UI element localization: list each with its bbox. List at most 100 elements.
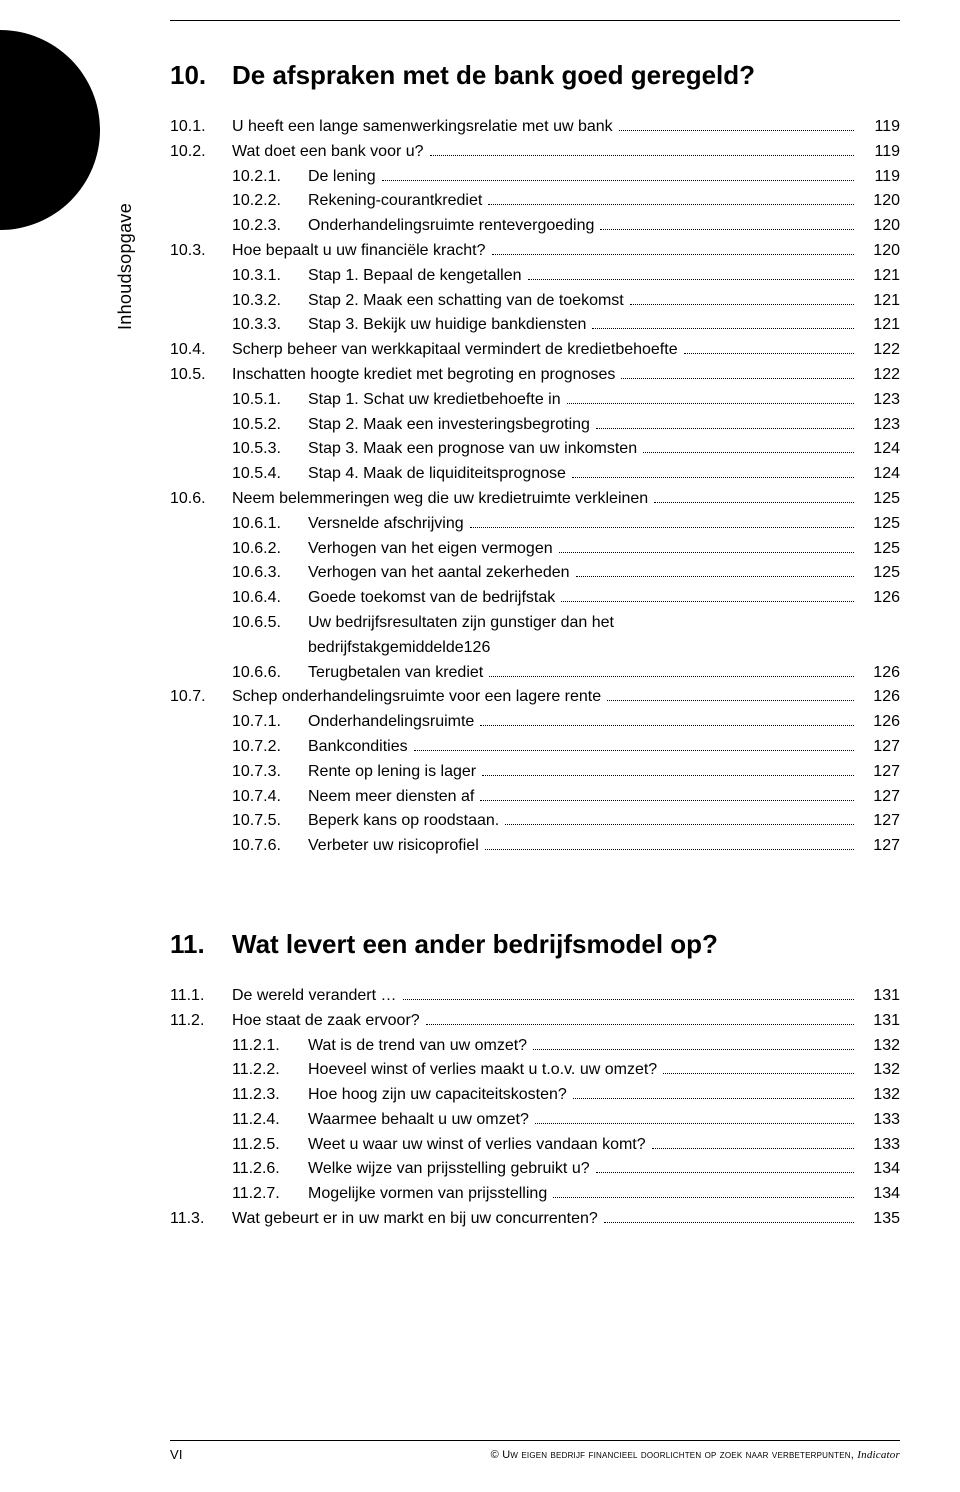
entry-text: Hoe hoog zijn uw capaciteitskosten? — [308, 1083, 567, 1108]
entry-page: 132 — [860, 1083, 900, 1108]
entry-number: 10.6. — [170, 487, 232, 512]
toc-entry: 11.2.Hoe staat de zaak ervoor?131 — [170, 1009, 900, 1034]
entry-page: 121 — [860, 313, 900, 338]
entry-number: 10.3.3. — [232, 313, 308, 338]
entry-number: 11.1. — [170, 984, 232, 1009]
toc-entry: 10.1.U heeft een lange samenwerkingsrela… — [170, 115, 900, 140]
entry-page: 119 — [860, 140, 900, 165]
entry-text: Uw bedrijfsresultaten zijn gunstiger dan… — [308, 611, 614, 636]
toc-entry: 10.5.1.Stap 1. Schat uw kredietbehoefte … — [170, 388, 900, 413]
footer-copyright: © Uw eigen bedrijf financieel doorlichte… — [491, 1449, 854, 1461]
entry-number: 10.7.1. — [232, 710, 308, 735]
entry-number: 10.7.6. — [232, 834, 308, 859]
entry-number: 10.6.6. — [232, 661, 308, 686]
entry-text: Beperk kans op roodstaan. — [308, 809, 499, 834]
toc-entry: 10.7.Schep onderhandelingsruimte voor ee… — [170, 685, 900, 710]
toc-entry: 10.3.1.Stap 1. Bepaal de kengetallen121 — [170, 264, 900, 289]
entry-number: 11.2.4. — [232, 1108, 308, 1133]
entry-number: 10.6.3. — [232, 561, 308, 586]
entry-page: 126 — [860, 710, 900, 735]
entry-page: 120 — [860, 239, 900, 264]
toc-entry: 11.1.De wereld verandert …131 — [170, 984, 900, 1009]
entry-page: 127 — [860, 785, 900, 810]
toc-entry: 10.7.3.Rente op lening is lager127 — [170, 760, 900, 785]
toc-entry: 10.6.5.Uw bedrijfsresultaten zijn gunsti… — [170, 611, 900, 636]
entry-number: 10.5.3. — [232, 437, 308, 462]
top-rule — [170, 20, 900, 21]
entry-page: 120 — [860, 189, 900, 214]
entry-text: Schep onderhandelingsruimte voor een lag… — [232, 685, 601, 710]
entry-page: 123 — [860, 388, 900, 413]
entry-page: 133 — [860, 1133, 900, 1158]
entry-text: Neem meer diensten af — [308, 785, 474, 810]
entry-text: Wat gebeurt er in uw markt en bij uw con… — [232, 1207, 598, 1232]
entry-text: Stap 3. Maak een prognose van uw inkomst… — [308, 437, 637, 462]
entry-number: 10.2.2. — [232, 189, 308, 214]
toc-entry: 10.7.4.Neem meer diensten af 127 — [170, 785, 900, 810]
toc-entry: 10.3.2.Stap 2. Maak een schatting van de… — [170, 289, 900, 314]
entry-text: Rekening-courantkrediet — [308, 189, 482, 214]
entry-number: 10.2.3. — [232, 214, 308, 239]
toc-entry: 10.5.3.Stap 3. Maak een prognose van uw … — [170, 437, 900, 462]
entry-page: 124 — [860, 462, 900, 487]
toc-entry: 10.7.6.Verbeter uw risicoprofiel 127 — [170, 834, 900, 859]
entry-page: 119 — [860, 115, 900, 140]
entry-number: 10.7.4. — [232, 785, 308, 810]
toc-entry: 10.6.2.Verhogen van het eigen vermogen12… — [170, 537, 900, 562]
entry-text: Neem belemmeringen weg die uw kredietrui… — [232, 487, 648, 512]
toc-entry: 10.2.3.Onderhandelingsruimte rentevergoe… — [170, 214, 900, 239]
entry-text: Terugbetalen van krediet — [308, 661, 483, 686]
entry-page: 134 — [860, 1182, 900, 1207]
toc-entry: 10.7.1.Onderhandelingsruimte126 — [170, 710, 900, 735]
toc-entry: 10.2.2.Rekening-courantkrediet 120 — [170, 189, 900, 214]
entry-number: 10.5. — [170, 363, 232, 388]
entry-page: 126 — [860, 661, 900, 686]
entry-text: Rente op lening is lager — [308, 760, 476, 785]
entry-text: Inschatten hoogte krediet met begroting … — [232, 363, 615, 388]
entry-number: 10.4. — [170, 338, 232, 363]
toc-entry: 11.2.6.Welke wijze van prijsstelling geb… — [170, 1157, 900, 1182]
entry-page: 127 — [860, 735, 900, 760]
entry-page: 126 — [860, 685, 900, 710]
entry-text: Stap 1. Schat uw kredietbehoefte in — [308, 388, 561, 413]
entry-text: Verbeter uw risicoprofiel — [308, 834, 479, 859]
chapter-text: De afspraken met de bank goed geregeld? — [232, 60, 755, 91]
toc-entry: 11.2.3.Hoe hoog zijn uw capaciteitskoste… — [170, 1083, 900, 1108]
entry-text: Weet u waar uw winst of verlies vandaan … — [308, 1133, 646, 1158]
entry-number: 10.5.4. — [232, 462, 308, 487]
entry-text: Mogelijke vormen van prijsstelling — [308, 1182, 547, 1207]
entry-page: 127 — [860, 760, 900, 785]
toc-entry: 10.7.2.Bankcondities127 — [170, 735, 900, 760]
entry-page: 121 — [860, 264, 900, 289]
entry-text: U heeft een lange samenwerkingsrelatie m… — [232, 115, 613, 140]
entry-text: Wat is de trend van uw omzet? — [308, 1034, 527, 1059]
page-footer: VI © Uw eigen bedrijf financieel doorlic… — [170, 1440, 900, 1462]
entry-page: 127 — [860, 834, 900, 859]
entry-page: 125 — [860, 487, 900, 512]
entry-text: Stap 2. Maak een investeringsbegroting — [308, 413, 590, 438]
entry-number: 11.2.1. — [232, 1034, 308, 1059]
entry-text: Stap 3. Bekijk uw huidige bankdiensten — [308, 313, 586, 338]
entry-text: Hoe staat de zaak ervoor? — [232, 1009, 420, 1034]
entry-page: 126 — [464, 636, 491, 661]
chapter-number: 11. — [170, 929, 232, 960]
entry-page: 122 — [860, 363, 900, 388]
entry-page: 132 — [860, 1058, 900, 1083]
toc-entry: 10.6.4.Goede toekomst van de bedrijfstak… — [170, 586, 900, 611]
entry-text: Goede toekomst van de bedrijfstak — [308, 586, 555, 611]
entry-text: Onderhandelingsruimte rentevergoeding — [308, 214, 594, 239]
entry-page: 124 — [860, 437, 900, 462]
entry-text: Versnelde afschrijving — [308, 512, 464, 537]
entry-number: 10.7.5. — [232, 809, 308, 834]
toc-entry: 10.5.2.Stap 2. Maak een investeringsbegr… — [170, 413, 900, 438]
entry-page: 121 — [860, 289, 900, 314]
entry-text: Hoe bepaalt u uw financiële kracht? — [232, 239, 486, 264]
entry-page: 119 — [860, 165, 900, 190]
entry-page: 125 — [860, 537, 900, 562]
entry-number: 10.3.1. — [232, 264, 308, 289]
entry-number: 10.2. — [170, 140, 232, 165]
entry-page: 120 — [860, 214, 900, 239]
entry-number: 11.2.2. — [232, 1058, 308, 1083]
chapter-number: 10. — [170, 60, 232, 91]
side-label: Inhoudsopgave — [115, 203, 136, 330]
